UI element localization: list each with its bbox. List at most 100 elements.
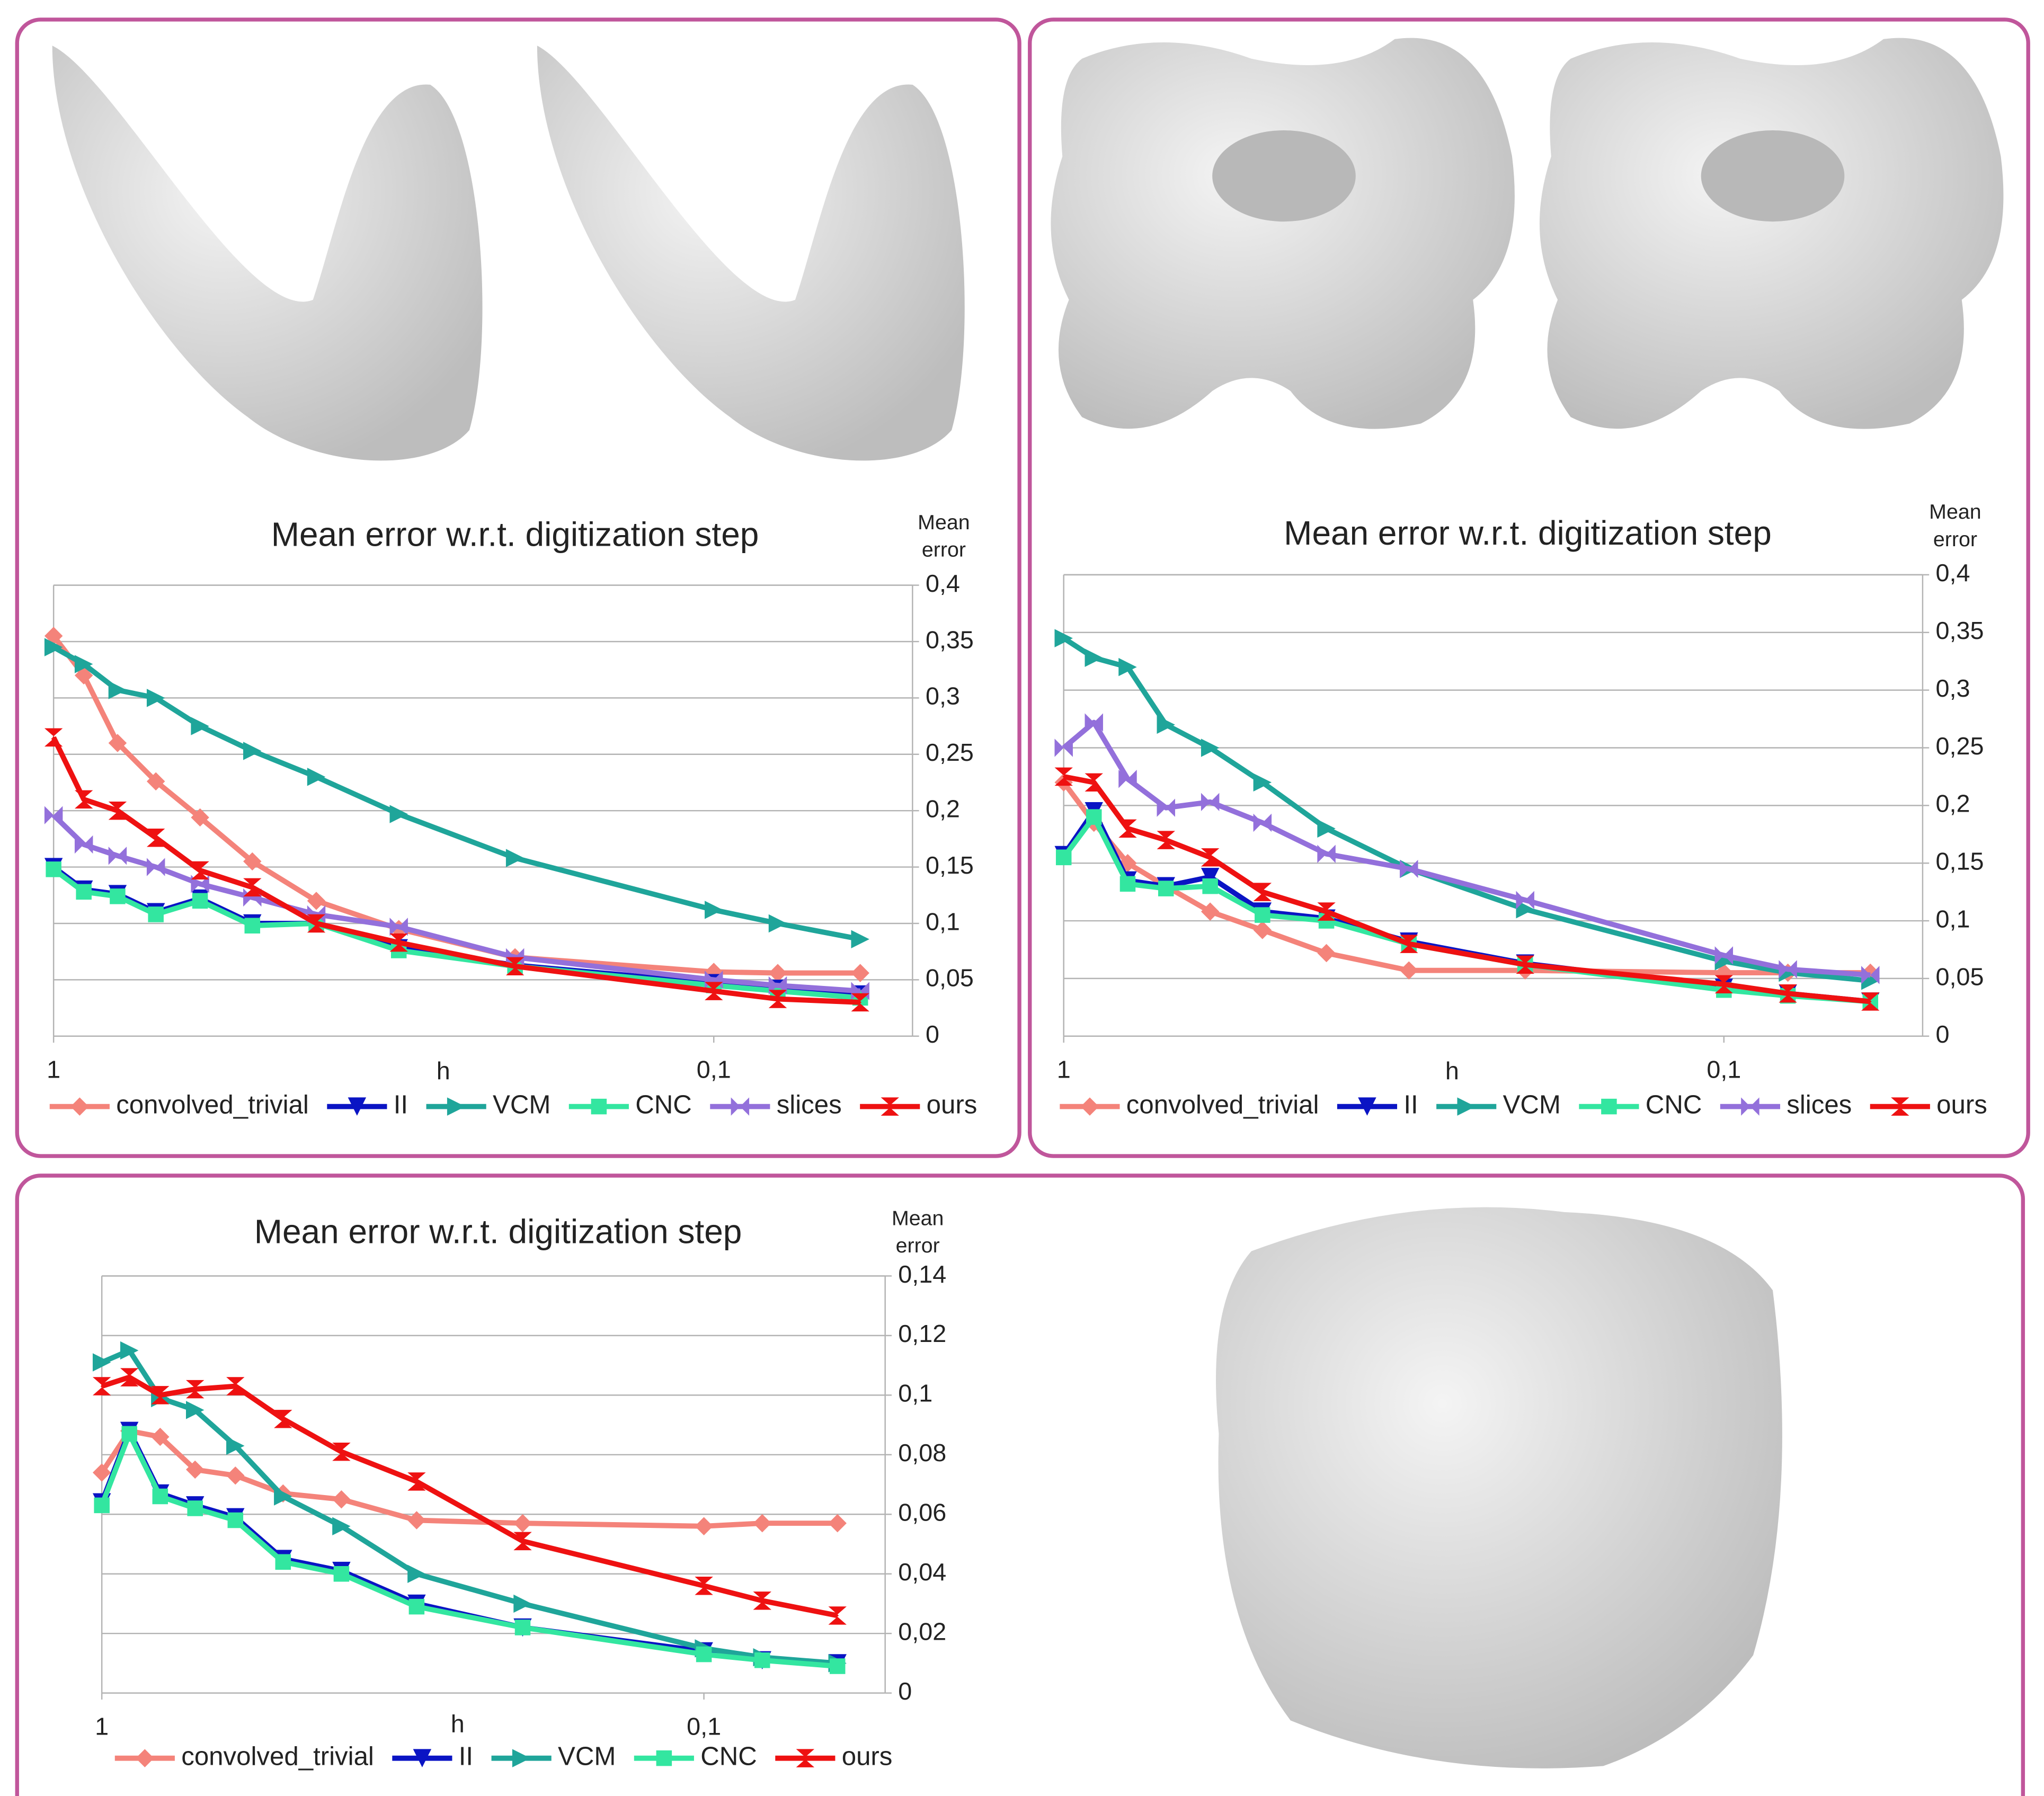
render-image [537, 46, 965, 460]
legend-label: VCM [493, 1090, 550, 1119]
marker [407, 1565, 425, 1583]
marker [334, 1566, 350, 1582]
marker [46, 861, 61, 877]
legend-label: slices [777, 1090, 842, 1119]
y-tick-label: 0,1 [926, 908, 960, 935]
legend-label: convolved_trivial [116, 1090, 309, 1119]
marker [513, 1514, 531, 1532]
legend-label: CNC [635, 1090, 692, 1119]
legend-label: VCM [558, 1742, 616, 1771]
legend-label: CNC [700, 1742, 757, 1771]
x-axis-title: h [1445, 1057, 1459, 1084]
marker [1085, 648, 1103, 666]
x-axis-title: h [451, 1710, 465, 1737]
legend-label: convolved_trivial [181, 1742, 374, 1771]
chart-title: Mean error w.r.t. digitization step [271, 515, 759, 553]
marker [1086, 809, 1102, 825]
marker [191, 717, 209, 735]
legend-item: slices [1720, 1090, 1852, 1119]
legend-item: convolved_trivial [50, 1090, 309, 1119]
y-tick-label: 0,35 [926, 626, 974, 653]
y-tick-label: 0,3 [926, 682, 960, 710]
series-line [54, 867, 860, 994]
marker [705, 901, 723, 919]
marker [828, 1514, 846, 1532]
marker [769, 914, 787, 932]
marker [148, 906, 164, 922]
legend-item: ours [775, 1742, 892, 1771]
y-tick-label: 0,12 [898, 1320, 946, 1347]
marker [109, 847, 127, 865]
legend-item: convolved_trivial [115, 1742, 374, 1771]
x-tick-label: 0,1 [687, 1712, 721, 1740]
marker [45, 728, 63, 746]
y-tick-label: 0,06 [898, 1499, 946, 1526]
render-image [1540, 38, 2004, 429]
series-line [54, 647, 860, 939]
marker [70, 1097, 88, 1115]
legend-label: II [459, 1742, 473, 1771]
y-tick-label: 0,04 [898, 1558, 946, 1586]
marker [1158, 881, 1174, 896]
y-axis-title: Mean error [1923, 499, 1988, 554]
marker [656, 1750, 672, 1766]
y-tick-label: 0 [898, 1677, 912, 1705]
marker [1201, 793, 1219, 811]
y-tick-label: 0,3 [1936, 674, 1970, 702]
y-tick-label: 0,25 [926, 739, 974, 766]
y-tick-label: 0 [1936, 1020, 1950, 1048]
marker [1254, 814, 1272, 832]
legend-item: slices [710, 1090, 841, 1119]
marker [109, 681, 127, 699]
marker [447, 1097, 465, 1115]
marker [147, 858, 165, 876]
legend-label: II [1403, 1090, 1418, 1119]
marker [1601, 1099, 1617, 1115]
marker [513, 1595, 531, 1613]
render-hole [1701, 130, 1845, 221]
legend-item: CNC [634, 1742, 757, 1771]
series-line [102, 1431, 838, 1664]
marker [94, 1498, 110, 1514]
series-line [102, 1434, 838, 1666]
y-tick-label: 0,1 [1936, 905, 1970, 932]
marker [754, 1652, 770, 1668]
marker [1317, 845, 1335, 863]
render-image [1051, 38, 1515, 429]
y-tick-label: 0,08 [898, 1439, 946, 1466]
legend-label: convolved_trivial [1126, 1090, 1319, 1119]
y-tick-label: 0,25 [1936, 732, 1984, 760]
marker [591, 1099, 607, 1115]
render-hole [1212, 130, 1356, 221]
marker [153, 1489, 168, 1505]
x-tick-label: 1 [47, 1056, 60, 1083]
series-line [54, 869, 860, 998]
chart-title: Mean error w.r.t. digitization step [254, 1213, 742, 1251]
y-tick-label: 0,4 [1936, 559, 1970, 586]
marker [830, 1658, 846, 1674]
y-axis-title: Mean error [911, 510, 976, 564]
marker [506, 849, 524, 867]
marker [1400, 961, 1418, 979]
chart-title: Mean error w.r.t. digitization step [1284, 514, 1772, 552]
marker [696, 1647, 712, 1662]
marker [307, 768, 325, 786]
legend-item: II [327, 1090, 408, 1119]
legend-item: ours [1870, 1090, 1987, 1119]
marker [851, 930, 869, 948]
y-axis-title-box: Mean error [898, 510, 989, 570]
chart: Mean error w.r.t. digitization step Mean … [1055, 499, 2001, 1119]
legend-item: II [392, 1742, 473, 1771]
series-line [1064, 783, 1871, 973]
y-tick-label: 0,15 [926, 851, 974, 879]
marker [243, 742, 261, 760]
marker [1202, 878, 1218, 894]
marker [515, 1620, 531, 1635]
legend-item: VCM [426, 1090, 551, 1119]
x-tick-label: 0,1 [697, 1056, 731, 1083]
screenshot: Mean error w.r.t. digitization step Mean … [0, 0, 2044, 1796]
legend-label: slices [1787, 1090, 1852, 1119]
series-line [54, 636, 860, 973]
y-tick-label: 0,2 [1936, 790, 1970, 817]
marker [121, 1426, 137, 1442]
